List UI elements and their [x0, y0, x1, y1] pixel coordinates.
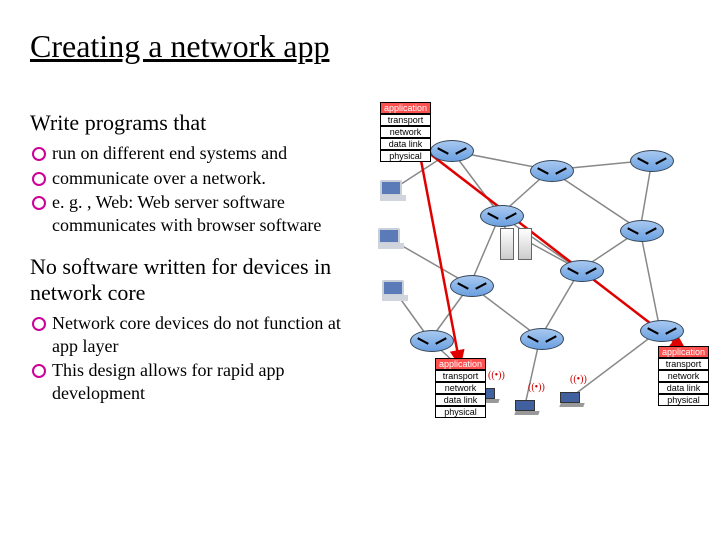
section1-bullets: run on different end systems and communi… [30, 142, 360, 236]
laptop-icon [560, 392, 584, 408]
layer-physical: physical [658, 394, 709, 406]
layer-stack: applicationtransportnetworkdata linkphys… [380, 102, 431, 162]
svg-text:((•)): ((•)) [570, 374, 587, 385]
svg-text:((•)): ((•)) [488, 370, 505, 381]
layer-stack: applicationtransportnetworkdata linkphys… [435, 358, 486, 418]
pc-icon [378, 228, 404, 250]
server-icon [518, 228, 532, 260]
layer-physical: physical [380, 150, 431, 162]
layer-datalink: data link [658, 382, 709, 394]
bullet-item: e. g. , Web: Web server software communi… [52, 191, 360, 236]
section2-heading: No software written for devices in netwo… [30, 254, 360, 306]
pc-icon [382, 280, 408, 302]
router-icon [480, 205, 524, 227]
layer-transport: transport [380, 114, 431, 126]
text-column: Write programs that run on different end… [30, 110, 360, 406]
layer-transport: transport [658, 358, 709, 370]
network-diagram: ((•))((•))((•)) applicationtransportnetw… [370, 110, 710, 440]
router-icon [530, 160, 574, 182]
server-icon [500, 228, 514, 260]
router-icon [450, 275, 494, 297]
bullet-item: This design allows for rapid app develop… [52, 359, 360, 404]
router-icon [630, 150, 674, 172]
router-icon [560, 260, 604, 282]
bullet-item: run on different end systems and [52, 142, 360, 165]
laptop-icon [515, 400, 539, 416]
slide-title: Creating a network app [30, 28, 329, 65]
layer-stack: applicationtransportnetworkdata linkphys… [658, 346, 709, 406]
layer-network: network [380, 126, 431, 138]
section2-bullets: Network core devices do not function at … [30, 312, 360, 404]
layer-application: application [435, 358, 486, 370]
layer-physical: physical [435, 406, 486, 418]
layer-transport: transport [435, 370, 486, 382]
bullet-item: Network core devices do not function at … [52, 312, 360, 357]
svg-text:((•)): ((•)) [528, 382, 545, 393]
pc-icon [380, 180, 406, 202]
layer-network: network [435, 382, 486, 394]
router-icon [620, 220, 664, 242]
router-icon [430, 140, 474, 162]
section1-heading: Write programs that [30, 110, 360, 136]
router-icon [640, 320, 684, 342]
layer-application: application [658, 346, 709, 358]
router-icon [520, 328, 564, 350]
router-icon [410, 330, 454, 352]
layer-application: application [380, 102, 431, 114]
bullet-item: communicate over a network. [52, 167, 360, 190]
layer-network: network [658, 370, 709, 382]
layer-datalink: data link [380, 138, 431, 150]
layer-datalink: data link [435, 394, 486, 406]
